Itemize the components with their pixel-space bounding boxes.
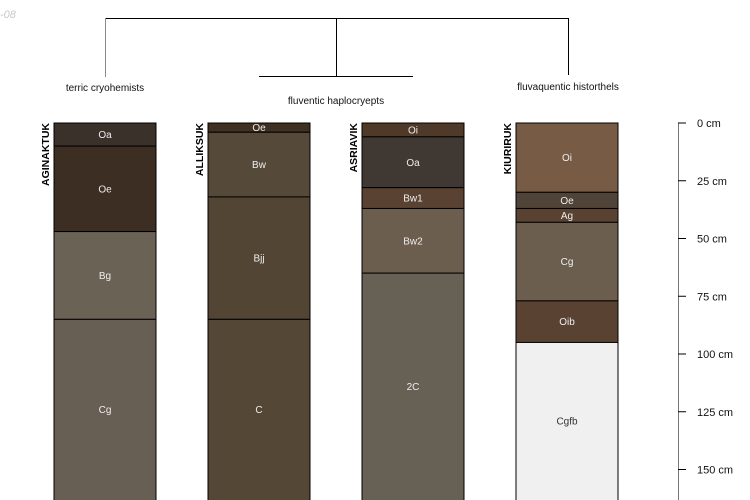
axis-tick-label: 125 cm [697, 407, 733, 419]
soil-profile: Oa Oe Bg Cg AGINAKTUK [40, 122, 157, 500]
horizon [361, 136, 465, 189]
group-label: fluventic haplocryepts [288, 96, 384, 107]
soil-profile: Oi Oe Ag Cg Oib Cgfb KIURIRUK [502, 122, 619, 500]
depth-axis: 0 cm 25 cm 50 cm 75 cm 100 cm 125 cm 150 cm [678, 118, 733, 500]
horizon [361, 207, 465, 274]
horizon-label: Ag [561, 211, 573, 222]
horizon [207, 196, 311, 320]
horizon-label: 2C [407, 382, 420, 393]
profile-name: AGINAKTUK [40, 123, 52, 186]
horizon [207, 131, 311, 198]
horizon [515, 341, 619, 500]
horizon-label: Oi [408, 125, 418, 136]
horizon-label: Oa [98, 130, 112, 141]
horizon-label: Oib [559, 317, 575, 328]
horizon-label: Oe [252, 123, 266, 134]
horizon [207, 318, 311, 500]
horizon-label: Oi [562, 153, 572, 164]
group-label: terric cryohemists [66, 83, 144, 94]
horizon-label: Oe [98, 184, 112, 195]
axis-tick-label: 50 cm [697, 234, 727, 246]
horizon [53, 318, 157, 500]
dendrogram [105, 18, 569, 77]
axis-tick-label: 150 cm [697, 465, 733, 477]
horizon [361, 272, 465, 500]
horizon [53, 145, 157, 233]
horizon [515, 221, 619, 302]
horizon-label: Bw [252, 160, 267, 171]
corner-text: -08 [0, 9, 17, 21]
axis-tick-label: 75 cm [697, 291, 727, 303]
group-label: fluvaquentic historthels [517, 82, 619, 93]
horizon-label: Cg [99, 405, 112, 416]
profile-name: ALLIKSUK [194, 123, 206, 176]
profiles: Oa Oe Bg Cg AGINAKTUK Oe Bw Bjj C ALLIKSUK Oi Oa Bw1… [40, 122, 619, 500]
horizon [515, 300, 619, 343]
horizon-label: Bjj [253, 254, 264, 265]
horizon-label: Oe [560, 196, 574, 207]
horizon-label: C [255, 405, 262, 416]
axis-tick-label: 25 cm [697, 176, 727, 188]
soil-profile: Oi Oa Bw1 Bw2 2C ASRIAVIK [348, 122, 465, 500]
horizon-label: Bw1 [403, 194, 423, 205]
horizon-label: Cgfb [556, 417, 578, 428]
horizon [515, 122, 619, 193]
profile-name: KIURIRUK [502, 123, 514, 175]
horizon-label: Bg [99, 271, 111, 282]
profile-name: ASRIAVIK [348, 123, 360, 173]
horizon-label: Oa [406, 158, 420, 169]
axis-tick-label: 100 cm [697, 349, 733, 361]
horizon-label: Cg [561, 257, 574, 268]
axis-tick-label: 0 cm [697, 118, 721, 130]
horizon [53, 231, 157, 320]
soil-profile: Oe Bw Bjj C ALLIKSUK [194, 122, 311, 500]
horizon-label: Bw2 [403, 236, 423, 247]
